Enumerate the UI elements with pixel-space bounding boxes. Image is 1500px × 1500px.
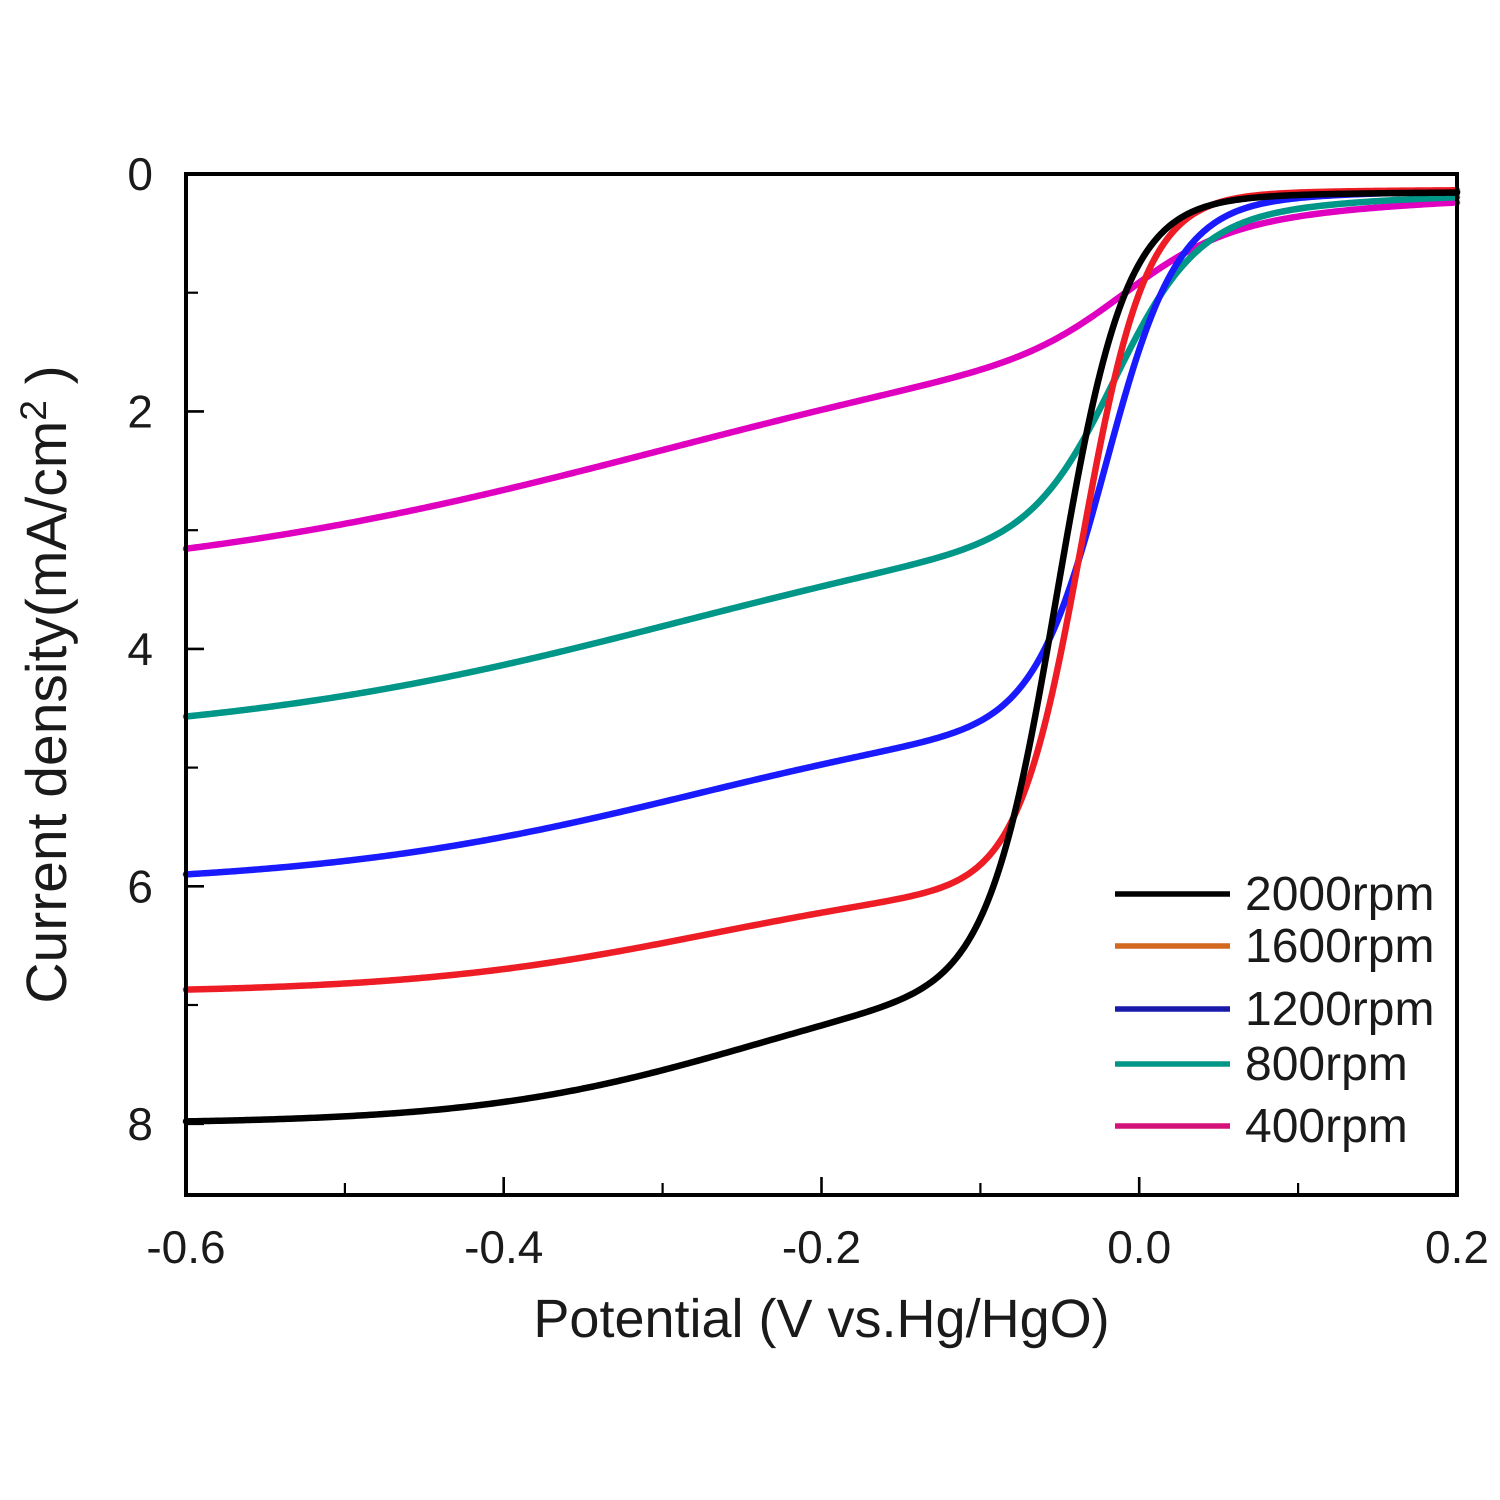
svg-text:Current density(mA/cm2 ): Current density(mA/cm2 ) (13, 365, 80, 1003)
svg-text:Potential (V vs.Hg/HgO): Potential (V vs.Hg/HgO) (533, 1289, 1109, 1349)
svg-text:800rpm: 800rpm (1245, 1038, 1408, 1091)
svg-text:-0.4: -0.4 (464, 1221, 543, 1273)
svg-text:-0.6: -0.6 (146, 1221, 225, 1273)
svg-text:4: 4 (127, 623, 153, 675)
svg-text:400rpm: 400rpm (1245, 1100, 1408, 1153)
svg-text:0.2: 0.2 (1425, 1221, 1489, 1273)
svg-text:-0.2: -0.2 (782, 1221, 861, 1273)
svg-text:1200rpm: 1200rpm (1245, 983, 1434, 1036)
svg-text:2000rpm: 2000rpm (1245, 868, 1434, 921)
svg-text:1600rpm: 1600rpm (1245, 920, 1434, 973)
svg-text:0: 0 (127, 148, 153, 200)
svg-text:8: 8 (127, 1098, 153, 1150)
svg-text:6: 6 (127, 860, 153, 912)
svg-text:0.0: 0.0 (1107, 1221, 1171, 1273)
svg-text:2: 2 (127, 385, 153, 437)
